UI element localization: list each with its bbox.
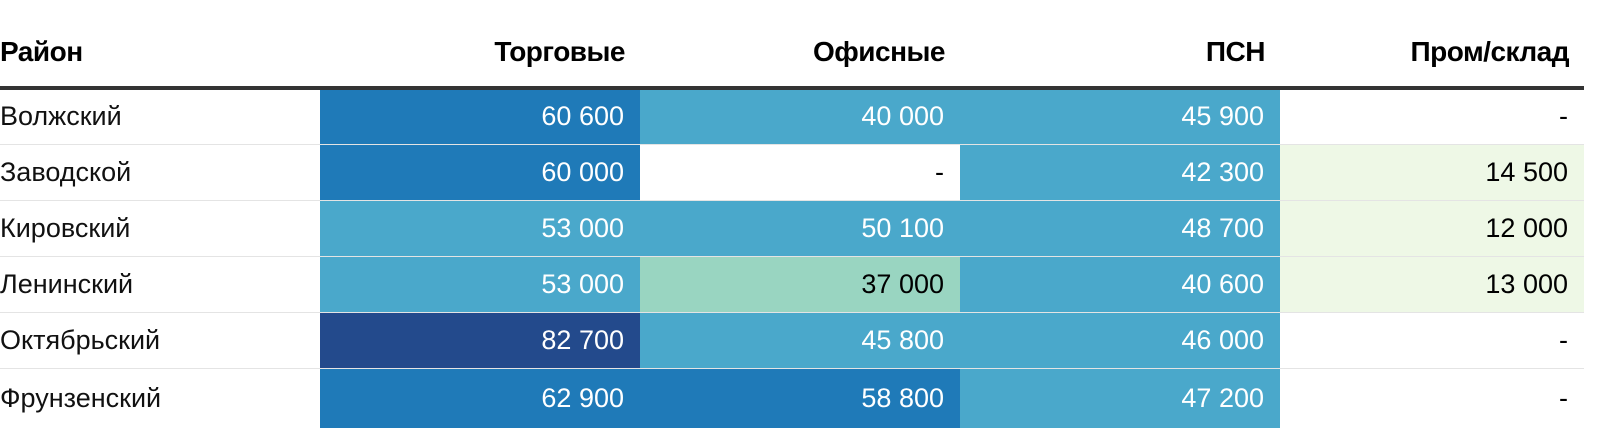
- table-row: Фрунзенский 62 900 58 800 47 200-: [0, 368, 1584, 428]
- cell-office: 58 800: [640, 368, 960, 428]
- cell-office: 37 000: [640, 256, 960, 313]
- cell-retail: 53 000: [320, 256, 640, 313]
- cell-office: 50 100: [640, 200, 960, 257]
- cell-industrial: 12 000: [1280, 200, 1584, 257]
- column-header-district: Район: [0, 0, 320, 90]
- cell-industrial: -: [1280, 312, 1584, 369]
- table-row: Ленинский 53 000 37 000 40 600 13 000: [0, 256, 1584, 313]
- cell-psn: 45 900: [960, 88, 1280, 145]
- table-row: Заводской 60 000-42 300 14 500: [0, 144, 1584, 201]
- cell-office: 45 800: [640, 312, 960, 369]
- cell-psn: 40 600: [960, 256, 1280, 313]
- cell-psn: 42 300: [960, 144, 1280, 201]
- cell-retail: 53 000: [320, 200, 640, 257]
- row-label-district: Заводской: [0, 144, 320, 201]
- column-header-industrial: Пром/склад: [1280, 0, 1584, 90]
- row-label-district: Октябрьский: [0, 312, 320, 369]
- cell-office: 40 000: [640, 88, 960, 145]
- cell-industrial: -: [1280, 368, 1584, 428]
- cell-psn: 46 000: [960, 312, 1280, 369]
- cell-psn: 47 200: [960, 368, 1280, 428]
- table-header: Район Торговые Офисные ПСН Пром/склад: [0, 0, 1584, 90]
- cell-industrial: 14 500: [1280, 144, 1584, 201]
- row-label-district: Волжский: [0, 88, 320, 145]
- column-header-psn: ПСН: [960, 0, 1280, 90]
- cell-industrial: -: [1280, 88, 1584, 145]
- cell-industrial: 13 000: [1280, 256, 1584, 313]
- table-row: Октябрьский 82 700 45 800 46 000-: [0, 312, 1584, 369]
- column-header-retail: Торговые: [320, 0, 640, 90]
- header-row: Район Торговые Офисные ПСН Пром/склад: [0, 0, 1584, 90]
- cell-retail: 62 900: [320, 368, 640, 428]
- row-label-district: Ленинский: [0, 256, 320, 313]
- cell-retail: 60 600: [320, 88, 640, 145]
- table-row: Волжский 60 600 40 000 45 900-: [0, 88, 1584, 145]
- cell-retail: 60 000: [320, 144, 640, 201]
- row-label-district: Кировский: [0, 200, 320, 257]
- table-row: Кировский 53 000 50 100 48 700 12 000: [0, 200, 1584, 257]
- column-header-office: Офисные: [640, 0, 960, 90]
- table-body: Волжский 60 600 40 000 45 900- Заводской 60 0…: [0, 88, 1584, 428]
- row-label-district: Фрунзенский: [0, 382, 162, 413]
- cell-retail: 82 700: [320, 312, 640, 369]
- cell-office: -: [640, 144, 960, 201]
- cell-psn: 48 700: [960, 200, 1280, 257]
